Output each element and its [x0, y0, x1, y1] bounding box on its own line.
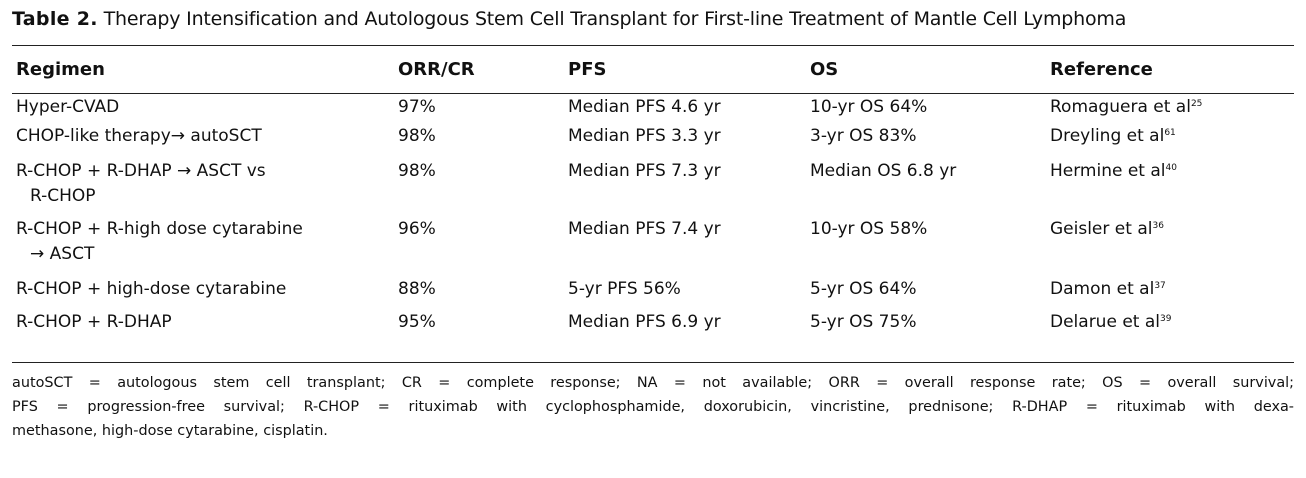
regimen-text: R-CHOP + R-DHAP → ASCT vs [16, 161, 266, 181]
regimen-text: R-CHOP + R-high dose cytarabine [16, 219, 303, 239]
os-cell: 5-yr OS 75% [810, 312, 917, 332]
footnote-line: autoSCT = autologous stem cell transplan… [12, 375, 1294, 391]
reference-cell: Damon et al37 [1050, 277, 1166, 302]
reference-number: 37 [1154, 281, 1166, 291]
header-pfs: PFS [568, 59, 607, 80]
table-row: R-CHOP + R-DHAP 95% Median PFS 6.9 yr 5-… [12, 308, 1294, 342]
reference-text: Geisler et al [1050, 219, 1153, 239]
table-row: R-CHOP + R-DHAP → ASCT vs R-CHOP 98% Med… [12, 157, 1294, 215]
reference-cell: Delarue et al39 [1050, 310, 1171, 335]
reference-cell: Geisler et al36 [1050, 217, 1164, 242]
orr-cr-cell: 95% [398, 312, 436, 332]
reference-cell: Dreyling et al61 [1050, 124, 1176, 149]
pfs-cell: Median PFS 7.4 yr [568, 219, 721, 239]
os-cell: Median OS 6.8 yr [810, 161, 957, 181]
regimen-text: CHOP-like therapy→ autoSCT [16, 126, 262, 146]
data-table: Regimen ORR/CR PFS OS Reference Hyper-CV… [12, 46, 1294, 342]
header-os: OS [810, 59, 839, 80]
regimen-text-continued: → ASCT [30, 244, 95, 264]
table-footnote: autoSCT = autologous stem cell transplan… [12, 371, 1294, 443]
os-cell: 10-yr OS 58% [810, 219, 928, 239]
reference-number: 40 [1165, 163, 1177, 173]
header-rule [12, 93, 1294, 94]
reference-text: Damon et al [1050, 279, 1155, 299]
table-caption: Therapy Intensification and Autologous S… [103, 8, 1127, 30]
pfs-cell: Median PFS 4.6 yr [568, 97, 721, 117]
regimen-text: Hyper-CVAD [16, 97, 120, 117]
header-reference: Reference [1050, 59, 1153, 80]
reference-text: Hermine et al [1050, 161, 1166, 181]
pfs-cell: Median PFS 7.3 yr [568, 161, 721, 181]
orr-cr-cell: 98% [398, 161, 436, 181]
reference-cell: Hermine et al40 [1050, 159, 1177, 184]
orr-cr-cell: 88% [398, 279, 436, 299]
regimen-cell: R-CHOP + high-dose cytarabine [16, 277, 286, 302]
table-row: CHOP-like therapy→ autoSCT 98% Median PF… [12, 122, 1294, 157]
table-title: Table 2. Therapy Intensification and Aut… [12, 6, 1294, 32]
footnote-line: methasone, high-dose cytarabine, cisplat… [12, 423, 328, 439]
pfs-cell: Median PFS 3.3 yr [568, 126, 721, 146]
os-cell: 10-yr OS 64% [810, 97, 928, 117]
reference-number: 39 [1160, 314, 1172, 324]
regimen-cell: R-CHOP + R-DHAP → ASCT vs R-CHOP [16, 159, 266, 209]
table-row: R-CHOP + R-high dose cytarabine → ASCT 9… [12, 215, 1294, 275]
header-regimen: Regimen [16, 59, 105, 80]
regimen-cell: R-CHOP + R-DHAP [16, 310, 172, 335]
bottom-rule [12, 362, 1294, 363]
regimen-cell: CHOP-like therapy→ autoSCT [16, 124, 262, 149]
regimen-text-continued: R-CHOP [30, 186, 96, 206]
pfs-cell: Median PFS 6.9 yr [568, 312, 721, 332]
table-header-row: Regimen ORR/CR PFS OS Reference [12, 46, 1294, 93]
regimen-text: R-CHOP + R-DHAP [16, 312, 172, 332]
os-cell: 3-yr OS 83% [810, 126, 917, 146]
os-cell: 5-yr OS 64% [810, 279, 917, 299]
orr-cr-cell: 98% [398, 126, 436, 146]
orr-cr-cell: 96% [398, 219, 436, 239]
reference-number: 36 [1152, 221, 1164, 231]
pfs-cell: 5-yr PFS 56% [568, 279, 681, 299]
reference-number: 25 [1190, 99, 1203, 109]
regimen-text: R-CHOP + high-dose cytarabine [16, 279, 287, 299]
table-label: Table 2. [12, 8, 98, 30]
footnote-line: PFS = progression-free survival; R-CHOP … [12, 399, 1294, 415]
reference-text: Romaguera et al [1050, 97, 1191, 117]
regimen-cell: R-CHOP + R-high dose cytarabine → ASCT [16, 217, 303, 267]
table-row: R-CHOP + high-dose cytarabine 88% 5-yr P… [12, 275, 1294, 308]
reference-text: Delarue et al [1050, 312, 1160, 332]
orr-cr-cell: 97% [398, 97, 436, 117]
reference-cell: Romaguera et al25 [1050, 95, 1202, 120]
reference-text: Dreyling et al [1050, 126, 1165, 146]
regimen-cell: Hyper-CVAD [16, 95, 119, 120]
table-row: Hyper-CVAD 97% Median PFS 4.6 yr 10-yr O… [12, 93, 1294, 122]
top-rule [12, 45, 1294, 46]
header-orr-cr: ORR/CR [398, 59, 475, 80]
reference-number: 61 [1164, 128, 1176, 138]
